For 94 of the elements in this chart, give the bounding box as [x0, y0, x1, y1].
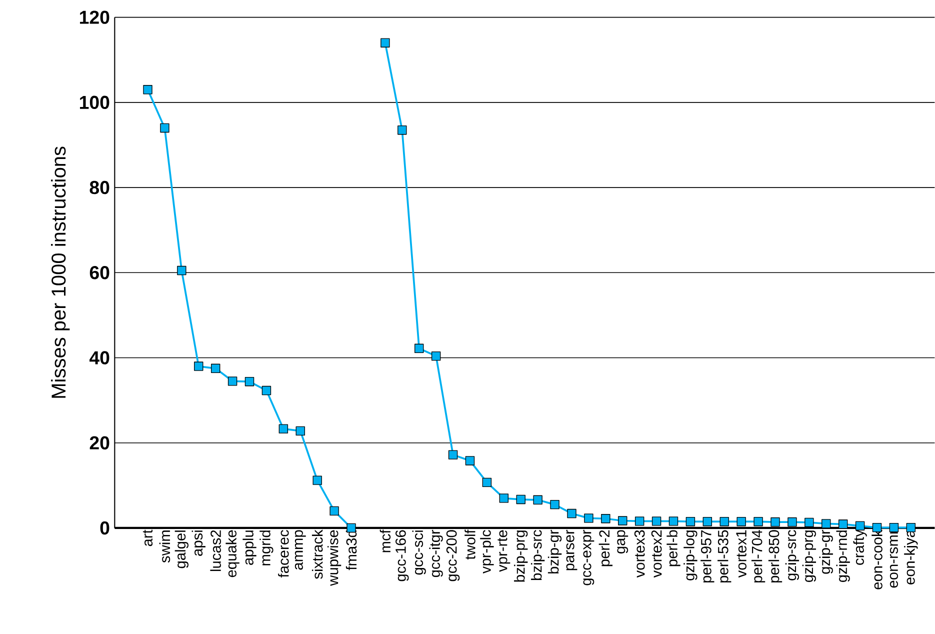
point — [788, 517, 797, 527]
x-tick-label: mcf — [380, 530, 391, 552]
x-tick-label: crafty — [853, 530, 867, 565]
x-tick-label: vortex2 — [651, 530, 662, 578]
point — [228, 376, 238, 386]
x-tick-label: ammp — [294, 530, 306, 570]
x-tick-label: gcc-sci — [412, 530, 426, 575]
x-tick-label: gap — [617, 530, 628, 554]
x-tick-label: sixtrack — [312, 530, 323, 579]
point — [465, 456, 475, 466]
x-tick-label: vortex3 — [634, 530, 645, 578]
point — [210, 364, 220, 373]
x-tick-label: perl-535 — [718, 530, 732, 582]
x-tick-label: twolf — [464, 530, 476, 560]
point — [584, 514, 594, 523]
point — [906, 522, 916, 532]
point — [634, 516, 644, 526]
x-tick-label: perl-850 — [768, 530, 782, 582]
x-tick-label: perl-957 — [700, 530, 714, 582]
x-tick-label: eon-rsmr — [890, 530, 898, 588]
point — [398, 125, 407, 135]
x-tick-label: art — [142, 530, 153, 546]
point — [160, 123, 170, 133]
point — [889, 522, 899, 532]
x-tick-label: swim — [159, 530, 170, 563]
point — [533, 495, 542, 504]
x-tick-label: gzip-log — [684, 530, 698, 580]
x-tick-label: gcc-expr — [583, 530, 594, 586]
point — [448, 450, 458, 460]
y-tick-label: 60 — [90, 266, 110, 280]
point — [482, 478, 492, 488]
y-tick-label: 20 — [90, 436, 110, 450]
point — [414, 344, 424, 353]
x-tick-label: vpr-rte — [498, 530, 510, 572]
point — [754, 517, 763, 526]
x-tick-label: parser — [566, 530, 578, 570]
x-tick-label: apsi — [192, 530, 206, 556]
x-tick-label: gcc-200 — [446, 530, 460, 582]
point — [855, 521, 865, 530]
x-tick-label: vpr-plc — [480, 530, 494, 574]
point — [380, 38, 390, 48]
x-tick-label: equake — [226, 530, 240, 578]
point — [804, 518, 814, 528]
point — [431, 351, 441, 361]
x-tick-label: bzip-gr — [548, 530, 562, 574]
x-tick-label: perl-b — [666, 530, 680, 566]
x-tick-label: bzip-src — [530, 530, 545, 580]
x-tick-label: eon-cook — [872, 530, 882, 590]
point — [177, 266, 186, 276]
x-tick-label: bzip-prg — [514, 530, 528, 582]
point — [296, 426, 305, 436]
x-tick-label: lucas2 — [210, 530, 221, 571]
point — [838, 520, 848, 529]
point — [618, 516, 628, 526]
y-axis-title: Misses per 1000 instructions — [51, 146, 70, 398]
point — [770, 517, 780, 527]
x-tick-label: gzip-rnd — [836, 530, 850, 582]
point — [550, 500, 560, 510]
x-tick-label: vortex1 — [736, 530, 746, 578]
point — [668, 516, 678, 526]
x-tick-label: perl-704 — [751, 530, 766, 582]
y-tick-label: 0 — [100, 521, 110, 535]
x-tick-label: gzip-prg — [802, 530, 816, 582]
point — [262, 386, 272, 396]
x-tick-label: gcc-itgr — [429, 530, 443, 578]
point — [312, 476, 322, 485]
point — [736, 517, 746, 526]
point — [330, 506, 339, 516]
x-tick-label: gzip-src — [785, 530, 800, 580]
point — [720, 517, 729, 526]
point — [143, 85, 152, 94]
x-tick-label: applu — [242, 530, 256, 565]
x-tick-label: perl-2 — [598, 530, 612, 566]
x-tick-label: facerec — [278, 530, 289, 578]
x-tick-label: mgrid — [260, 530, 274, 566]
point — [702, 517, 712, 526]
x-tick-label: wupwise — [327, 530, 342, 586]
point — [244, 376, 254, 386]
point — [652, 516, 662, 526]
point — [278, 424, 288, 434]
y-tick-label: 80 — [90, 180, 110, 194]
point — [499, 494, 508, 503]
point — [822, 519, 831, 528]
x-tick-label: galgel — [174, 530, 188, 568]
x-tick-label: gcc-166 — [396, 530, 409, 582]
point — [516, 494, 526, 504]
point — [567, 508, 576, 518]
point — [194, 362, 204, 371]
point — [686, 517, 696, 526]
x-tick-label: gzip-gr — [819, 530, 833, 574]
point — [601, 514, 610, 524]
y-tick-label: 40 — [89, 351, 110, 364]
y-tick-label: 100 — [80, 96, 110, 110]
y-tick-label: 120 — [80, 10, 110, 24]
